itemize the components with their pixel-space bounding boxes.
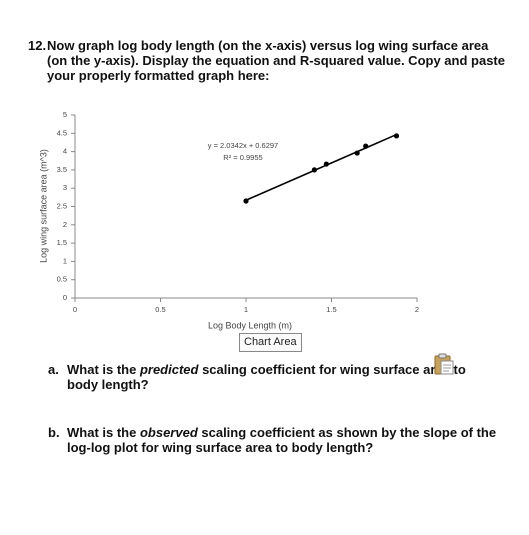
y-tick-label: 2 <box>63 220 67 229</box>
y-tick-label: 1 <box>63 256 67 265</box>
x-tick-label: 0.5 <box>155 305 165 314</box>
y-tick-label: 4 <box>63 147 67 156</box>
text: scaling coefficient as shown by the slop… <box>67 425 497 455</box>
question-b: b. What is the observed scaling coeffici… <box>48 425 498 455</box>
point <box>311 167 317 173</box>
point <box>363 143 369 149</box>
y-tick-label: 3 <box>63 183 67 192</box>
trendline <box>245 133 397 201</box>
emphasis: observed <box>139 425 198 440</box>
r-squared: R² = 0.9955 <box>223 153 262 162</box>
x-tick-label: 0 <box>73 305 77 314</box>
text: scaling coefficient for wing surface are… <box>67 362 466 392</box>
tooltip: Chart Area <box>239 333 302 352</box>
question: 12. Now graph log body length (on the x-… <box>28 38 506 83</box>
question-label: a. <box>48 362 59 377</box>
y-tick-label: 1.5 <box>57 238 67 247</box>
paste-icon[interactable] <box>432 352 456 376</box>
point <box>393 133 400 139</box>
question-a: a. What is the predicted scaling coeffic… <box>48 362 498 392</box>
question-text: Now graph log body length (on the x-axis… <box>47 38 505 83</box>
x-tick-label: 2 <box>415 305 419 314</box>
text: What is the <box>67 425 140 440</box>
text: What is the <box>67 362 140 377</box>
y-tick-label: 5 <box>63 110 67 119</box>
x-tick-label: 1.5 <box>326 305 336 314</box>
chart[interactable]: Log Body Length (m) Log wing surface are… <box>0 0 529 360</box>
y-tick-label: 0.5 <box>57 275 67 284</box>
equation: y = 2.0342x + 0.6297 <box>208 141 278 150</box>
y-axis-label: Log wing surface area (m^3) <box>38 149 48 263</box>
question-text: What is the predicted scaling coefficien… <box>67 362 498 392</box>
x-tick-label: 1 <box>244 305 248 314</box>
y-tick-label: 0 <box>63 293 67 302</box>
question-text: What is the observed scaling coefficient… <box>67 425 498 455</box>
y-tick-label: 3.5 <box>57 165 67 174</box>
y-tick-label: 2.5 <box>57 201 67 210</box>
y-tick-label: 4.5 <box>57 128 67 137</box>
emphasis: predicted <box>139 362 199 377</box>
question-label: b. <box>48 425 60 440</box>
question-number: 12. <box>28 38 47 53</box>
point <box>243 198 249 204</box>
point <box>323 161 329 167</box>
point <box>354 150 360 156</box>
x-axis-label: Log Body Length (m) <box>208 320 292 330</box>
